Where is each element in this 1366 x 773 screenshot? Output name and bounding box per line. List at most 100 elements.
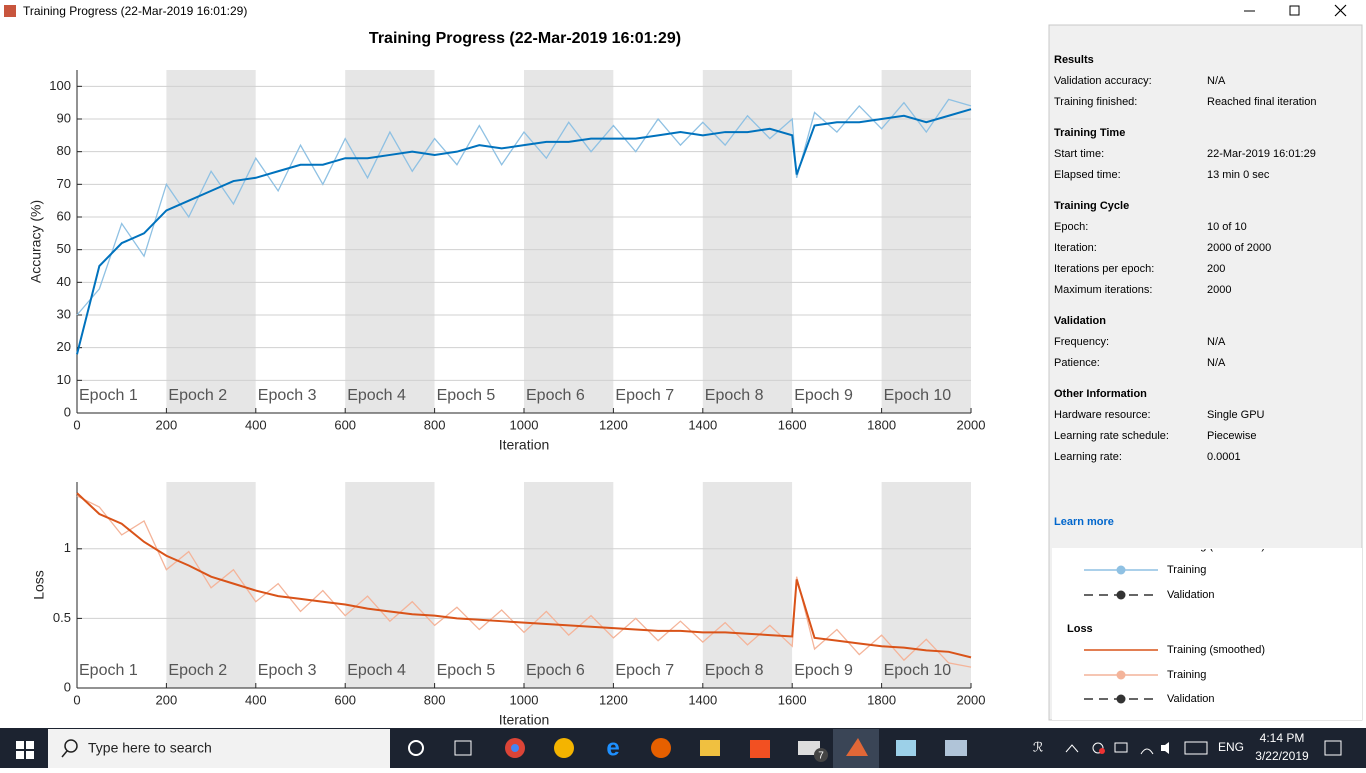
section-heading: Training Cycle xyxy=(1054,200,1129,212)
legend-label: Training xyxy=(1167,564,1206,576)
info-label: Patience: xyxy=(1054,357,1100,369)
x-tick-label: 2000 xyxy=(957,692,986,707)
x-tick-label: 1600 xyxy=(778,692,807,707)
mail-badge: 7 xyxy=(818,751,824,762)
legend-marker xyxy=(1116,694,1126,704)
x-tick-label: 0 xyxy=(73,417,80,432)
panel-text: Results Validation accuracy: N/A Training f… xyxy=(1054,54,1316,463)
legend-marker xyxy=(1116,670,1126,680)
info-value: N/A xyxy=(1207,336,1226,348)
search-placeholder: Type here to search xyxy=(88,740,212,756)
epoch-label: Epoch 5 xyxy=(437,387,496,404)
learn-more-link[interactable]: Learn more xyxy=(1054,516,1114,528)
info-value: 200 xyxy=(1207,263,1225,275)
plot: Epoch 1 Epoch 2 Epoch 3 Epoch 4 Epoch 5 Epoch… xyxy=(28,70,986,453)
app-icon[interactable] xyxy=(896,740,916,756)
legend-label: Validation xyxy=(1167,693,1215,705)
legend-label: Validation xyxy=(1167,589,1215,601)
y-tick-label: 70 xyxy=(57,176,71,191)
epoch-label: Epoch 3 xyxy=(258,662,317,679)
epoch-band xyxy=(613,482,703,688)
search-box[interactable] xyxy=(48,729,390,768)
epoch-band xyxy=(166,70,256,413)
epoch-label: Epoch 3 xyxy=(258,387,317,404)
section-heading: Results xyxy=(1054,54,1094,66)
y-axis-label: Loss xyxy=(31,570,47,600)
cortana-icon[interactable] xyxy=(408,740,424,756)
y-tick-label: 0 xyxy=(64,679,71,694)
x-tick-label: 800 xyxy=(424,417,446,432)
legend-heading: Loss xyxy=(1067,623,1093,635)
x-tick-label: 2000 xyxy=(957,417,986,432)
y-tick-label: 40 xyxy=(57,274,71,289)
legend-label: Training xyxy=(1167,669,1206,681)
y-tick-label: 50 xyxy=(57,241,71,256)
start-button[interactable] xyxy=(16,741,34,759)
info-label: Frequency: xyxy=(1054,336,1109,348)
x-tick-label: 200 xyxy=(156,417,178,432)
people-icon[interactable]: ℛ xyxy=(1033,739,1043,754)
info-value: Reached final iteration xyxy=(1207,96,1316,108)
info-label: Start time: xyxy=(1054,148,1104,160)
epoch-band xyxy=(345,482,435,688)
search-icon-handle xyxy=(61,750,68,758)
matlab-icon xyxy=(846,738,868,756)
y-tick-label: 80 xyxy=(57,143,71,158)
app-icon[interactable] xyxy=(945,740,967,756)
epoch-band xyxy=(255,70,346,413)
clock-date[interactable]: 3/22/2019 xyxy=(1255,749,1309,763)
task-view-icon[interactable] xyxy=(454,740,472,756)
app-icon xyxy=(4,5,16,17)
close-button[interactable] xyxy=(1334,4,1347,17)
store-icon[interactable] xyxy=(750,740,770,758)
chrome-canary-icon[interactable] xyxy=(554,738,574,758)
x-tick-label: 1400 xyxy=(688,417,717,432)
chart-title: Training Progress (22-Mar-2019 16:01:29) xyxy=(369,30,681,47)
legend-marker xyxy=(1116,565,1126,575)
x-tick-label: 1800 xyxy=(867,692,896,707)
info-label: Learning rate schedule: xyxy=(1054,430,1169,442)
epoch-band xyxy=(792,70,882,413)
tray-arrow[interactable] xyxy=(1065,744,1079,753)
x-axis-label: Iteration xyxy=(499,712,550,728)
epoch-label: Epoch 8 xyxy=(705,662,764,679)
language[interactable]: ENG xyxy=(1218,740,1244,754)
info-value: 13 min 0 sec xyxy=(1207,169,1270,181)
legend-label: Training (smoothed) xyxy=(1167,644,1265,656)
epoch-band xyxy=(524,70,614,413)
section-heading: Validation xyxy=(1054,315,1106,327)
series-line xyxy=(76,492,972,659)
x-tick-label: 1200 xyxy=(599,692,628,707)
epoch-band xyxy=(434,70,524,413)
maximize-button[interactable] xyxy=(1289,5,1300,16)
x-tick-label: 800 xyxy=(424,692,446,707)
y-axis-label: Accuracy (%) xyxy=(28,200,44,283)
series-line xyxy=(76,98,972,316)
series-line xyxy=(76,495,972,668)
edge-icon[interactable]: e xyxy=(606,734,619,761)
y-tick-label: 0 xyxy=(64,404,71,419)
epoch-band xyxy=(702,482,793,688)
y-tick-label: 20 xyxy=(57,339,71,354)
notifications-icon[interactable] xyxy=(1324,740,1342,756)
info-value: N/A xyxy=(1207,75,1226,87)
epoch-band xyxy=(881,70,971,413)
info-value: 10 of 10 xyxy=(1207,221,1247,233)
info-label: Training finished: xyxy=(1054,96,1137,108)
mail-icon[interactable] xyxy=(798,741,820,755)
explorer-icon[interactable] xyxy=(700,740,720,756)
legend-marker xyxy=(1116,590,1126,600)
firefox-icon[interactable] xyxy=(651,738,671,758)
info-value: 22-Mar-2019 16:01:29 xyxy=(1207,148,1316,160)
info-label: Iteration: xyxy=(1054,242,1097,254)
epoch-band xyxy=(255,482,346,688)
x-tick-label: 400 xyxy=(245,692,267,707)
keyboard-icon[interactable] xyxy=(1184,741,1208,755)
epoch-label: Epoch 2 xyxy=(168,387,227,404)
epoch-label: Epoch 7 xyxy=(615,662,674,679)
info-label: Maximum iterations: xyxy=(1054,284,1152,296)
info-label: Learning rate: xyxy=(1054,451,1122,463)
x-tick-label: 600 xyxy=(334,417,356,432)
clock-time[interactable]: 4:14 PM xyxy=(1260,731,1305,745)
